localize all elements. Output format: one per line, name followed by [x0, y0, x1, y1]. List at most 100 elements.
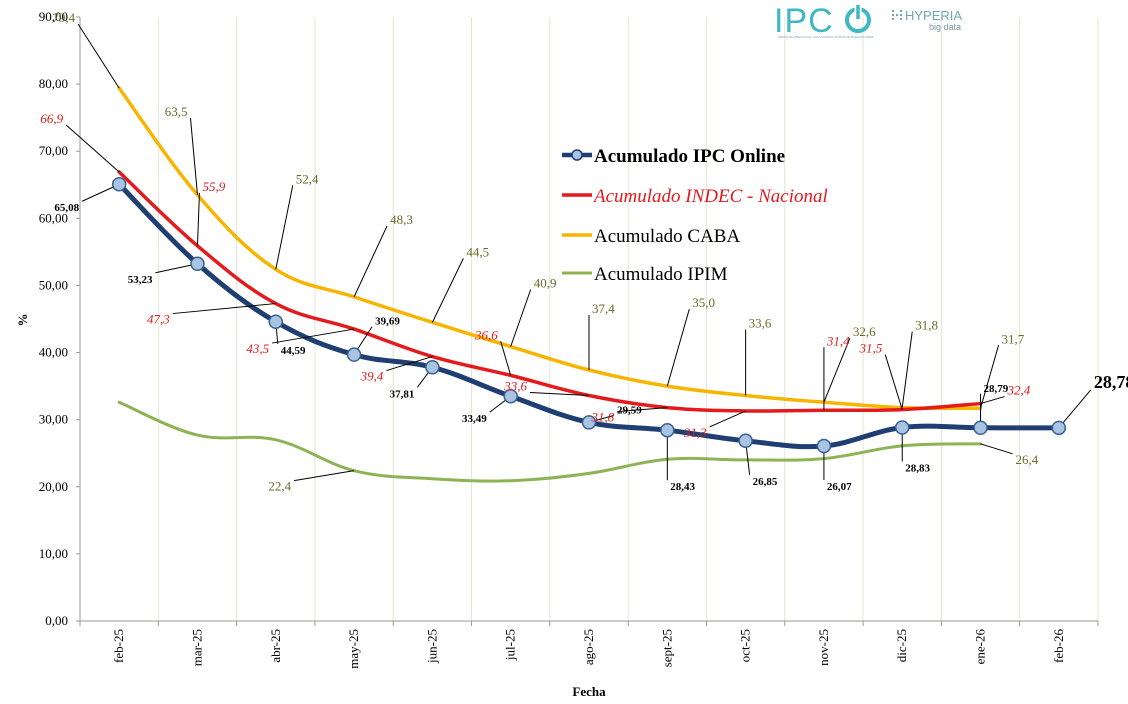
data-label-indec: 31,8 [591, 410, 615, 425]
y-tick-label: 20,00 [39, 479, 68, 494]
leader-line-indec [617, 407, 668, 413]
data-label-ipc: 28,78 [1094, 372, 1128, 392]
ipc-point-marker [190, 256, 205, 272]
data-label-caba: 37,4 [592, 301, 615, 316]
ipc-point-marker [346, 347, 362, 362]
x-tick-label: abr-25 [268, 629, 283, 663]
ipc-point-marker [1051, 420, 1067, 436]
leader-line-caba [980, 345, 1000, 409]
x-axis-title: Fecha [572, 684, 606, 699]
leader-line-ipim [980, 443, 1013, 455]
data-label-caba: 31,7 [1002, 331, 1025, 346]
y-tick-label: 60,00 [39, 210, 68, 225]
data-label-indec: 33,6 [503, 379, 527, 394]
data-labels: 79,4 63,5 52,4 48,3 44,5 40,9 37,4 35,0 33,6 32,6… [40, 10, 1128, 494]
ipco-logo-text: IPC [774, 2, 834, 40]
legend-marker-ipc [571, 149, 583, 161]
y-axis-ticks: 0,00 10,00 20,00 30,00 40,00 50,00 60,00 70,00 8… [39, 9, 80, 628]
data-label-indec: 31,4 [826, 333, 850, 348]
data-label-ipc: 26,85 [753, 476, 778, 488]
ipc-point-marker [503, 388, 518, 404]
data-label-ipim: 26,4 [1016, 452, 1039, 467]
leader-line-ipim [293, 470, 355, 482]
y-tick-label: 70,00 [39, 143, 68, 158]
data-label-ipc: 29,59 [617, 404, 642, 416]
leader-line-indec [709, 410, 746, 428]
data-label-indec: 43,5 [246, 341, 269, 356]
power-icon [845, 4, 871, 33]
leader-line-caba [666, 308, 690, 387]
x-tick-label: ene-26 [973, 629, 988, 665]
y-tick-label: 0,00 [45, 613, 68, 628]
legend-label-caba: Acumulado CABA [594, 226, 740, 247]
hyperia-logo: HYPERIA big data [892, 8, 962, 32]
leader-line-indec [271, 328, 355, 344]
y-tick-label: 50,00 [39, 277, 68, 292]
data-label-caba: 79,4 [52, 10, 75, 25]
vertical-gridlines [157, 17, 1099, 621]
x-tick-label: jun-25 [424, 629, 439, 664]
leader-line-caba [823, 338, 851, 403]
data-label-ipc: 26,07 [827, 481, 852, 493]
data-label-ipc: 39,69 [375, 316, 400, 328]
data-label-ipc: 53,23 [128, 274, 153, 286]
legend-label-indec: Acumulado INDEC - Nacional [592, 186, 828, 207]
x-tick-label: feb-25 [111, 629, 126, 663]
x-tick-label: mar-25 [189, 629, 204, 666]
ipc-point-marker [660, 422, 675, 438]
label-leader-lines [65, 23, 1092, 482]
leader-line-caba [901, 331, 913, 408]
data-label-ipc: 65,08 [54, 202, 79, 214]
legend-label-ipc: Acumulado IPC Online [594, 146, 785, 167]
data-label-ipc: 44,59 [281, 345, 306, 357]
data-label-indec: 31,5 [858, 341, 882, 356]
ipc-markers [111, 176, 1067, 454]
data-label-ipc: 37,81 [390, 388, 415, 400]
leader-line-caba [510, 289, 532, 347]
data-label-caba: 33,6 [749, 316, 772, 331]
ipco-logo: IPC ÍNDICE DE PRECIOS AL CONSUMIDOR ONLI… [774, 2, 874, 40]
data-label-caba: 31,8 [915, 318, 938, 333]
leader-line-caba [189, 117, 198, 195]
ipc-point-marker [425, 360, 440, 375]
data-label-caba: 35,0 [692, 295, 715, 310]
leader-line-indec [884, 354, 903, 410]
data-label-ipc: 33,49 [462, 413, 487, 425]
ipc-point-marker [581, 415, 597, 430]
y-tick-label: 40,00 [39, 345, 68, 360]
data-label-caba: 32,6 [853, 324, 876, 339]
data-label-ipc: 28,79 [984, 383, 1009, 395]
data-label-ipc: 28,43 [670, 481, 695, 493]
leader-line-indec [386, 356, 433, 372]
leader-line-indec [65, 124, 120, 173]
y-tick-label: 10,00 [39, 546, 68, 561]
leader-line-caba [353, 225, 388, 298]
data-label-ipc: 28,83 [905, 463, 930, 475]
x-tick-label: oct-25 [738, 629, 753, 662]
hyperia-dots-icon [892, 10, 902, 20]
x-tick-label: jul-25 [503, 629, 518, 661]
hyperia-name: HYPERIA [905, 8, 962, 23]
x-tick-label: ago-25 [581, 629, 596, 665]
leader-line-indec [529, 392, 590, 397]
x-tick-label: dic-25 [894, 629, 909, 662]
leader-line-indec [196, 192, 200, 246]
ipco-tagline: ÍNDICE DE PRECIOS AL CONSUMIDOR ONLINE D… [778, 35, 874, 39]
data-label-caba: 48,3 [390, 212, 413, 227]
data-label-indec: 31,3 [683, 425, 707, 440]
data-label-indec: 47,3 [147, 312, 170, 327]
ipc-point-marker [973, 420, 988, 436]
leader-line-indec [980, 396, 1005, 405]
ipc-point-marker [738, 433, 753, 449]
y-tick-label: 80,00 [39, 76, 68, 91]
legend: Acumulado IPC Online Acumulado INDEC - N… [562, 146, 828, 285]
data-label-caba: 63,5 [165, 104, 188, 119]
x-tick-label: feb-26 [1051, 629, 1066, 663]
leader-line-indec [500, 341, 512, 376]
data-label-caba: 40,9 [534, 276, 557, 291]
series-line-ipim [117, 400, 983, 483]
data-label-indec: 66,9 [40, 111, 63, 126]
leader-line-caba [275, 185, 294, 270]
leader-line-caba [77, 23, 120, 89]
